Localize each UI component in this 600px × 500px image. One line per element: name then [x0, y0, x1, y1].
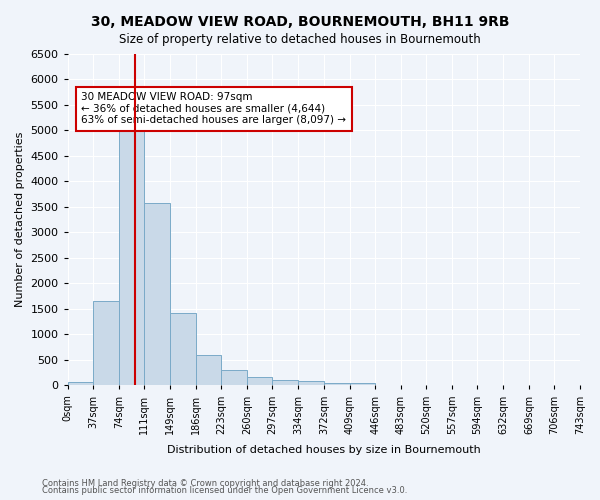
Bar: [324, 383, 350, 386]
Y-axis label: Number of detached properties: Number of detached properties: [15, 132, 25, 308]
Bar: [272, 380, 298, 386]
Bar: [350, 384, 375, 386]
Text: Contains public sector information licensed under the Open Government Licence v3: Contains public sector information licen…: [42, 486, 407, 495]
Text: 30 MEADOW VIEW ROAD: 97sqm
← 36% of detached houses are smaller (4,644)
63% of s: 30 MEADOW VIEW ROAD: 97sqm ← 36% of deta…: [82, 92, 346, 126]
Bar: [93, 301, 119, 386]
Bar: [170, 313, 196, 386]
Bar: [247, 378, 272, 386]
Bar: [298, 382, 324, 386]
Text: 30, MEADOW VIEW ROAD, BOURNEMOUTH, BH11 9RB: 30, MEADOW VIEW ROAD, BOURNEMOUTH, BH11 …: [91, 15, 509, 29]
Bar: [196, 355, 221, 386]
Bar: [221, 370, 247, 386]
Bar: [68, 382, 93, 386]
Bar: [144, 203, 170, 386]
Text: Contains HM Land Registry data © Crown copyright and database right 2024.: Contains HM Land Registry data © Crown c…: [42, 478, 368, 488]
X-axis label: Distribution of detached houses by size in Bournemouth: Distribution of detached houses by size …: [167, 445, 481, 455]
Text: Size of property relative to detached houses in Bournemouth: Size of property relative to detached ho…: [119, 32, 481, 46]
Bar: [119, 128, 144, 386]
